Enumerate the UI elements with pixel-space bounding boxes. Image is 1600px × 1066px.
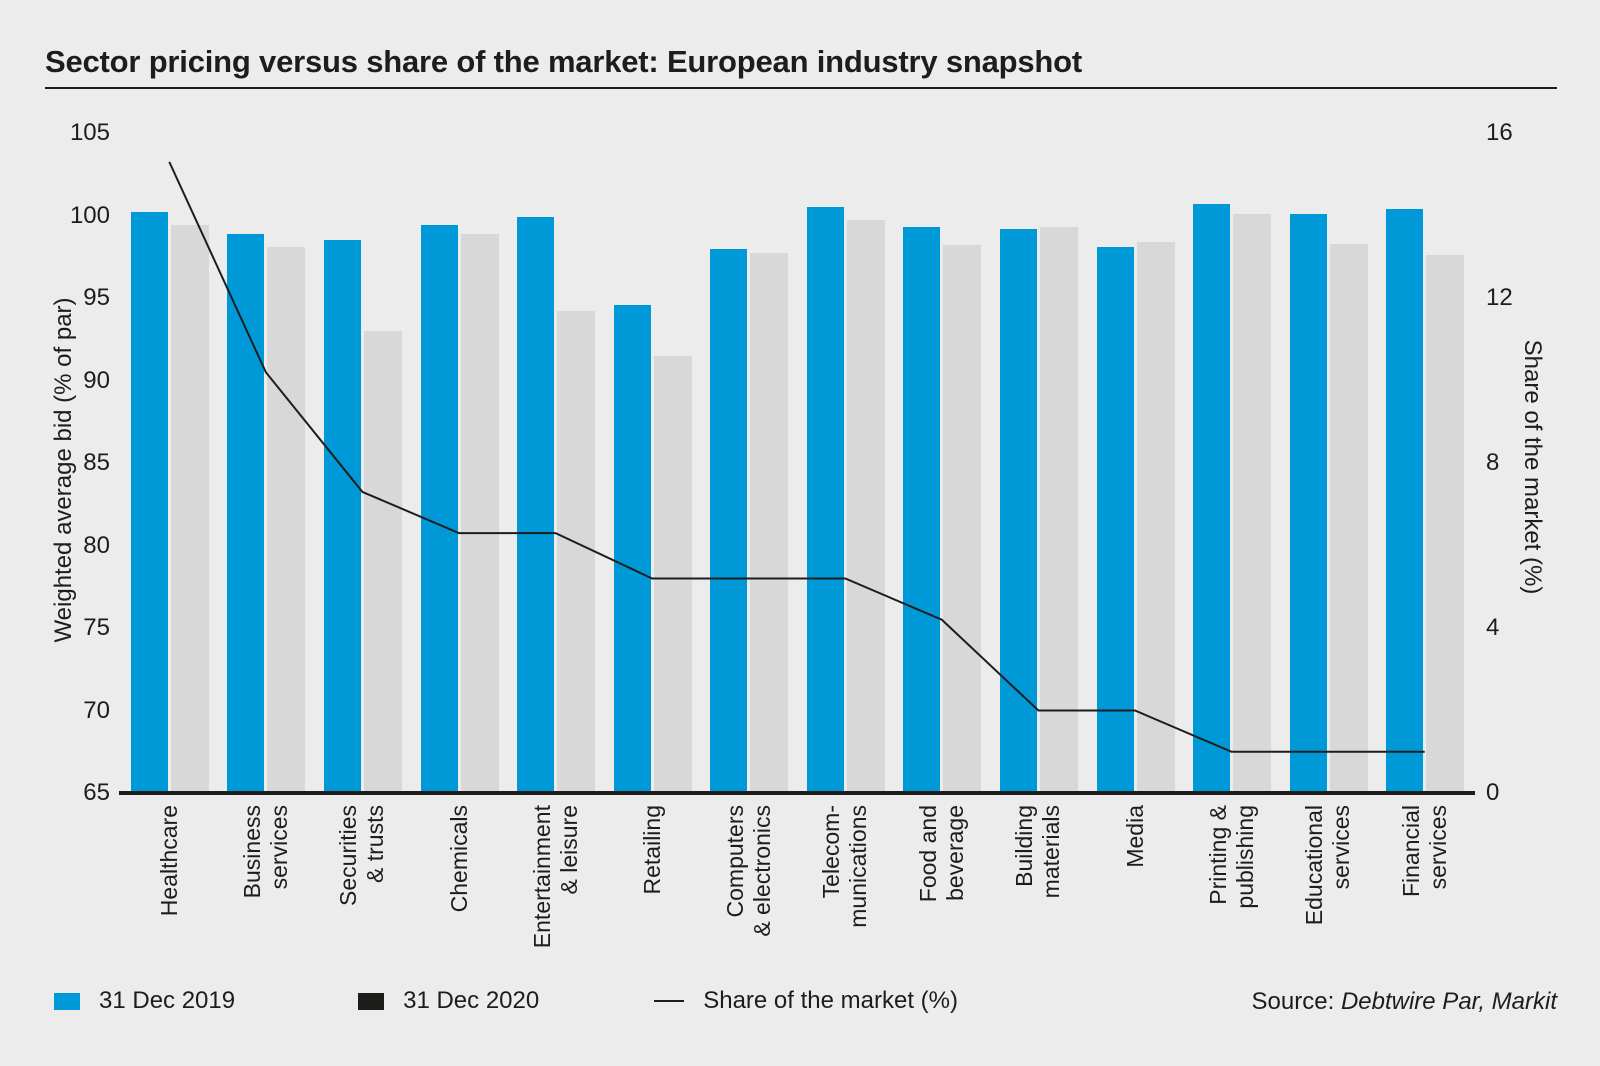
bar-2020: [1426, 255, 1465, 793]
title-divider: [45, 87, 1557, 89]
left-axis-tick-label: 65: [83, 779, 110, 806]
legend-swatch-2019: [54, 992, 80, 1010]
legend-swatch-2020: [358, 992, 385, 1010]
legend-line-swatch: [654, 1000, 685, 1002]
source-prefix: Source:: [1251, 988, 1341, 1015]
legend-item-2020: 31 Dec 2020: [358, 987, 539, 1015]
right-axis-tick-label: 8: [1486, 449, 1500, 476]
right-axis-tick-label: 16: [1486, 119, 1513, 146]
bar-2019: [323, 240, 361, 793]
left-axis-tick-label: 75: [83, 614, 110, 641]
source-name: Debtwire Par, Markit: [1340, 988, 1557, 1015]
bar-2020: [267, 246, 306, 793]
right-axis-tick-label: 12: [1486, 284, 1513, 311]
left-axis-tick-label: 90: [83, 366, 110, 394]
bar-2019: [1193, 203, 1231, 793]
left-axis-tick-label: 70: [83, 696, 110, 724]
share-of-market-line: [168, 161, 1425, 753]
bar-2019: [1386, 208, 1424, 793]
bar-2019: [420, 225, 458, 793]
bar-2019: [710, 248, 748, 793]
bar-2019: [1289, 213, 1327, 793]
bar-2020: [1233, 213, 1272, 793]
right-axis-tick-label: 0: [1486, 779, 1500, 806]
left-axis-tick-label: 95: [83, 284, 110, 311]
bar-2020: [750, 253, 789, 793]
left-axis-tick-label: 80: [83, 531, 110, 559]
bar-2020: [557, 311, 596, 793]
bar-2019: [806, 207, 844, 793]
bar-2020: [170, 225, 209, 793]
legend-label-2019: 31 Dec 2019: [99, 987, 236, 1014]
bar-2019: [517, 217, 555, 793]
legend-label-2020: 31 Dec 2020: [403, 987, 540, 1014]
legend-item-2019: 31 Dec 2019: [54, 987, 235, 1015]
legend: 31 Dec 2019 31 Dec 2020 Share of the mar…: [54, 987, 958, 1015]
bar-2020: [846, 220, 885, 793]
right-axis-tick-label: 4: [1486, 614, 1500, 641]
bar-2020: [653, 355, 692, 793]
bar-2019: [999, 228, 1037, 793]
bar-2020: [1039, 227, 1078, 793]
left-axis-tick-label: 85: [83, 449, 110, 476]
bar-2020: [1136, 241, 1175, 793]
legend-item-share: Share of the market (%): [654, 987, 958, 1015]
x-axis-baseline: [119, 791, 1475, 795]
left-axis-tick-label: 105: [69, 119, 110, 146]
bar-2019: [903, 227, 941, 793]
bar-2020: [1329, 243, 1368, 793]
source-note: Source: Debtwire Par, Markit: [1252, 988, 1557, 1016]
page-title: Sector pricing versus share of the marke…: [45, 44, 1083, 79]
bar-2019: [613, 304, 651, 793]
bar-2019: [1096, 246, 1134, 793]
left-axis-tick-label: 100: [69, 201, 110, 229]
bar-2020: [460, 233, 499, 793]
bar-2020: [363, 331, 402, 793]
bar-2020: [943, 245, 982, 793]
legend-label-share: Share of the market (%): [703, 987, 958, 1014]
bar-2019: [130, 212, 168, 793]
